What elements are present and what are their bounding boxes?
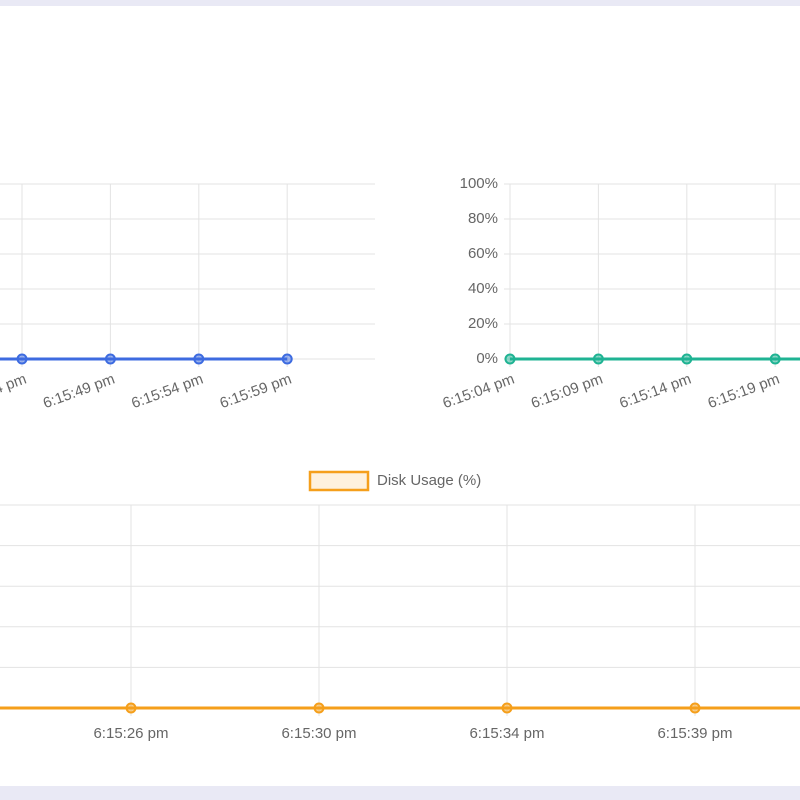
data-point <box>769 353 781 365</box>
card <box>0 6 800 786</box>
y-tick-label: 40% <box>468 280 498 297</box>
data-point <box>193 353 205 365</box>
x-tick-label: 6:15:34 pm <box>469 725 544 742</box>
data-point <box>16 353 28 365</box>
y-tick-label: 80% <box>468 210 498 227</box>
legend-swatch <box>308 470 370 492</box>
data-point <box>689 702 701 714</box>
data-point <box>281 353 293 365</box>
data-point <box>125 702 137 714</box>
data-point <box>592 353 604 365</box>
y-tick-label: 100% <box>460 175 498 192</box>
y-tick-label: 0% <box>476 350 498 367</box>
x-tick-label: 6:15:26 pm <box>93 725 168 742</box>
legend-label: Disk Usage (%) <box>377 472 481 489</box>
data-point <box>681 353 693 365</box>
data-point <box>504 353 516 365</box>
x-tick-label: 6:15:30 pm <box>281 725 356 742</box>
data-point <box>104 353 116 365</box>
data-point <box>501 702 513 714</box>
x-tick-label: 6:15:39 pm <box>657 725 732 742</box>
y-tick-label: 60% <box>468 245 498 262</box>
y-tick-label: 20% <box>468 315 498 332</box>
data-point <box>313 702 325 714</box>
